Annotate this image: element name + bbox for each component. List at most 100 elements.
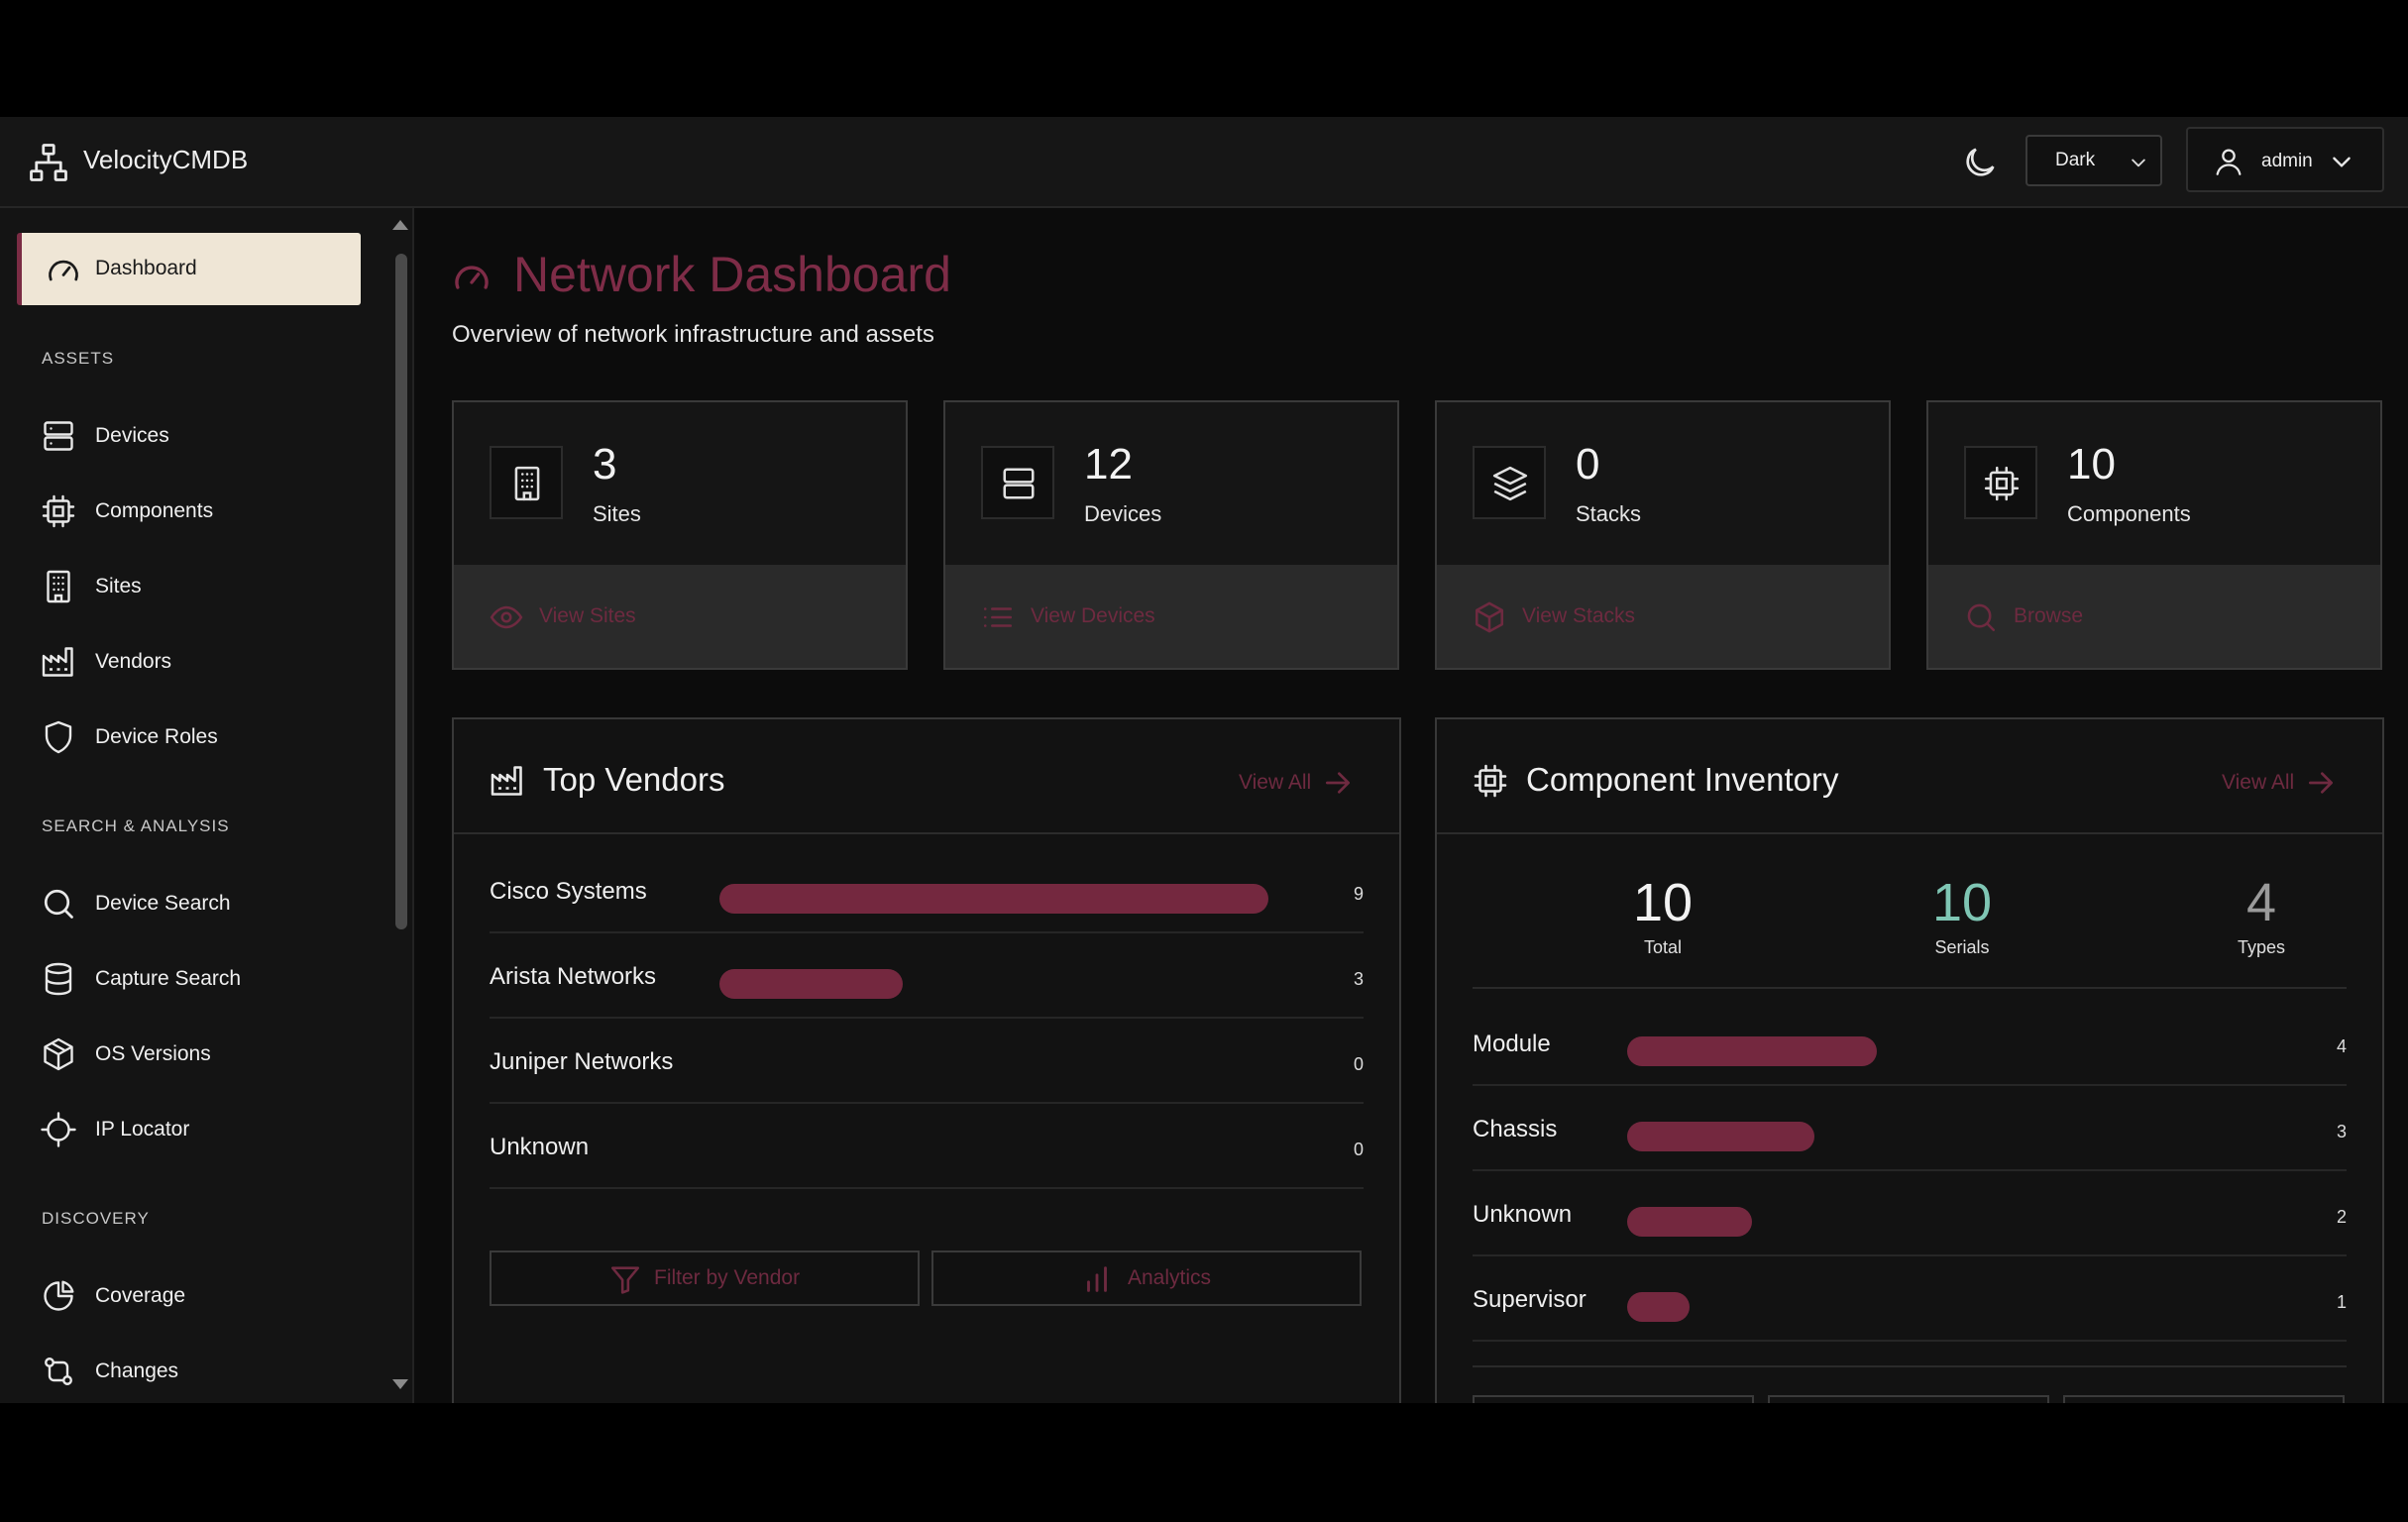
panel-header: Top Vendors View All [454,719,1399,834]
sidebar-item-coverage[interactable]: Coverage [17,1266,361,1326]
component-type-bar-track [1627,1122,2127,1151]
sidebar-item-label: Capture Search [95,967,242,990]
user-name: admin [2261,151,2313,171]
component-inventory-panel: Component Inventory View All 10 Total 10… [1435,717,2384,1403]
building-icon [47,570,70,603]
chevron-down-icon [2333,157,2351,167]
component-type-row[interactable]: Module 4 [1473,1001,2347,1086]
filter-by-vendor-button[interactable]: Filter by Vendor [490,1250,920,1306]
sidebar-item-capture-search[interactable]: Capture Search [17,949,361,1009]
arrow-right-icon[interactable] [2305,767,2337,799]
component-type-row[interactable]: Chassis 3 [1473,1086,2347,1171]
component-type-name: Chassis [1473,1116,1558,1142]
sidebar-item-os-versions[interactable]: OS Versions [17,1025,361,1084]
sidebar-item-vendors[interactable]: Vendors [17,632,361,692]
stat-label: Devices [1084,501,1162,526]
moon-icon[interactable] [1960,143,2000,182]
panel-header: Component Inventory View All [1437,719,2382,834]
view-stacks-link[interactable]: View Stacks [1437,565,1889,668]
server-icon [1003,468,1035,499]
sidebar-item-dashboard[interactable]: Dashboard [17,233,361,305]
browse-components-link[interactable]: Browse [1928,565,2380,668]
panel-title: Top Vendors [543,761,725,798]
stat-icon-box [490,446,563,519]
stat-link-label: View Stacks [1522,604,1635,627]
sidebar-scrollbar[interactable] [390,220,410,1389]
sidebar-section-assets: ASSETS [42,349,115,368]
user-menu[interactable]: admin [2186,127,2384,192]
component-type-row[interactable]: Unknown 2 [1473,1171,2347,1256]
view-devices-link[interactable]: View Devices [945,565,1397,668]
vendor-name: Unknown [490,1134,590,1160]
scroll-thumb[interactable] [395,254,407,929]
sidebar-item-devices[interactable]: Devices [17,406,361,466]
vendor-row[interactable]: Juniper Networks 0 [490,1019,1364,1104]
inventory-serials: 10 Serials [1863,872,2061,958]
stat-card-sites: 3 Sites View Sites [452,400,908,670]
stat-icon-box [981,446,1054,519]
sidebar-item-device-roles[interactable]: Device Roles [17,707,361,767]
inventory-action-button[interactable] [1768,1395,2049,1403]
inventory-action-button[interactable] [1473,1395,1754,1403]
component-type-count: 2 [2336,1207,2347,1227]
vendor-count: 9 [1353,884,1364,904]
filter-icon [610,1266,640,1294]
vendor-row[interactable]: Arista Networks 3 [490,933,1364,1019]
vendor-bar-track [719,1054,1268,1084]
brand-name[interactable]: VelocityCMDB [83,145,249,174]
factory-icon [42,647,73,677]
sidebar-item-label: IP Locator [95,1118,190,1141]
vendor-name: Juniper Networks [490,1048,674,1075]
arrow-right-icon[interactable] [1322,767,1354,799]
stat-value: 12 [1084,440,1133,489]
sidebar-item-device-search[interactable]: Device Search [17,874,361,933]
gauge-icon [455,266,489,289]
inventory-action-button[interactable] [2063,1395,2345,1403]
shield-icon [45,720,72,754]
factory-icon [491,766,522,796]
inventory-types-value: 4 [2245,873,2277,932]
inventory-total-value: 10 [1632,873,1694,932]
sidebar-item-sites[interactable]: Sites [17,557,361,616]
sidebar: Dashboard ASSETS Devices Components Site… [0,208,414,1403]
sidebar-item-label: OS Versions [95,1042,211,1065]
inventory-types-label: Types [2237,937,2286,957]
component-type-row[interactable]: Supervisor 1 [1473,1256,2347,1342]
inventory-view-all-link[interactable]: View All [2222,771,2295,794]
sidebar-item-ip-locator[interactable]: IP Locator [17,1100,361,1159]
pie-icon [44,1280,74,1311]
scroll-up-arrow-icon[interactable] [392,220,408,230]
vendor-name: Arista Networks [490,963,657,990]
chip-icon [1984,466,2020,501]
database-icon [45,962,72,996]
inventory-total-label: Total [1643,937,1683,957]
crosshair-icon [41,1112,76,1147]
scroll-down-arrow-icon[interactable] [392,1379,408,1389]
vendor-bar [719,884,1268,914]
vendor-bar [719,969,903,999]
page-title: Network Dashboard [513,247,951,302]
component-type-bar [1627,1036,1877,1066]
vendors-view-all-link[interactable]: View All [1239,771,1312,794]
theme-select[interactable]: Dark [2025,135,2162,186]
view-sites-link[interactable]: View Sites [454,565,906,668]
sidebar-section-search-analysis: SEARCH & ANALYSIS [42,816,230,835]
component-type-bar-track [1627,1207,2127,1237]
sidebar-item-label: Device Search [95,892,231,915]
analytics-button[interactable]: Analytics [931,1250,1362,1306]
component-type-name: Unknown [1473,1201,1573,1228]
sidebar-item-components[interactable]: Components [17,482,361,541]
component-type-name: Supervisor [1473,1286,1587,1313]
sidebar-item-label: Dashboard [95,257,197,279]
vendor-count: 0 [1353,1140,1364,1159]
vendor-row[interactable]: Cisco Systems 9 [490,848,1364,933]
main-content: Network Dashboard Overview of network in… [416,208,2408,1403]
stat-label: Components [2067,501,2191,526]
sidebar-item-changes[interactable]: Changes [17,1342,361,1401]
vendor-row[interactable]: Unknown 0 [490,1104,1364,1189]
network-icon [30,144,67,181]
app-window: VelocityCMDB Dark admin Dashboard ASSETS [0,117,2408,1403]
sidebar-item-label: Device Roles [95,725,218,748]
layers-icon [1492,466,1528,501]
component-type-count: 1 [2336,1292,2347,1312]
